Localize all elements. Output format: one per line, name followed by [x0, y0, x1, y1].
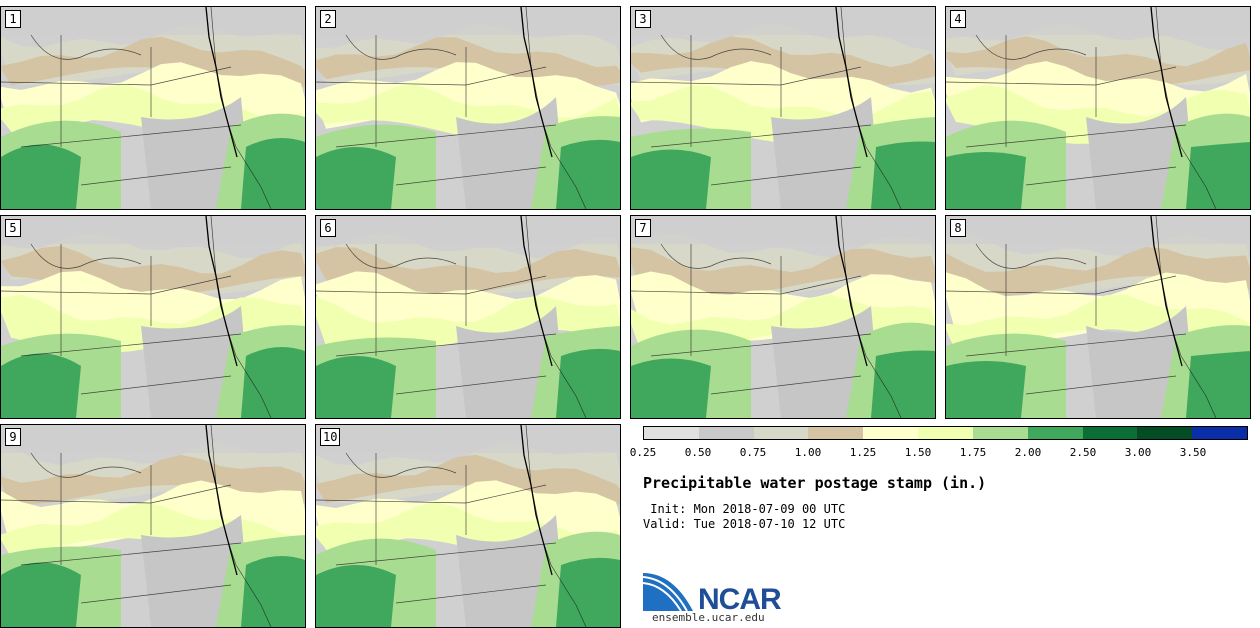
- color-bar-segment: [698, 427, 754, 439]
- color-bar-segment: [753, 427, 809, 439]
- color-bar-segment: [1027, 427, 1083, 439]
- init-time: Init: Mon 2018-07-09 00 UTC: [643, 502, 846, 516]
- logo-name: NCAR: [698, 583, 782, 616]
- precip-water-map: [1, 216, 305, 418]
- color-bar-tick-label: 1.50: [904, 446, 932, 459]
- stamp-number-label: 4: [950, 10, 966, 28]
- color-bar-tick-label: 3.50: [1179, 446, 1207, 459]
- precip-water-map: [631, 216, 935, 418]
- postage-stamp-map: 6: [315, 215, 621, 419]
- color-bar-tick-label: 1.75: [959, 446, 987, 459]
- color-bar-segment: [972, 427, 1028, 439]
- postage-stamp-map: 10: [315, 424, 621, 628]
- stamp-number-label: 10: [320, 428, 341, 446]
- precip-water-map: [1, 7, 305, 209]
- postage-stamp-map: 5: [0, 215, 306, 419]
- precip-water-map: [316, 216, 620, 418]
- postage-stamp-map: 9: [0, 424, 306, 628]
- color-bar-tick-label: 2.00: [1014, 446, 1042, 459]
- ncar-logo-icon: [643, 573, 693, 611]
- postage-stamp-map: 3: [630, 6, 936, 210]
- postage-stamp-map: 8: [945, 215, 1251, 419]
- color-bar-segment: [808, 427, 864, 439]
- logo-url: ensemble.ucar.edu: [652, 611, 765, 624]
- stamp-number-label: 7: [635, 219, 651, 237]
- stamp-number-label: 2: [320, 10, 336, 28]
- precip-water-map: [316, 7, 620, 209]
- stamp-number-label: 8: [950, 219, 966, 237]
- color-bar-tick-label: 0.50: [684, 446, 712, 459]
- valid-time: Valid: Tue 2018-07-10 12 UTC: [643, 517, 846, 531]
- color-bar: [643, 426, 1248, 440]
- color-bar-tick-label: 0.75: [739, 446, 767, 459]
- precip-water-map: [316, 425, 620, 627]
- color-bar-segment: [1192, 427, 1247, 439]
- postage-stamp-map: 4: [945, 6, 1251, 210]
- color-bar-segment: [644, 427, 699, 439]
- stamp-number-label: 5: [5, 219, 21, 237]
- precip-water-map: [946, 216, 1250, 418]
- figure-title: Precipitable water postage stamp (in.): [643, 474, 987, 492]
- postage-stamp-map: 2: [315, 6, 621, 210]
- color-bar-tick-label: 2.50: [1069, 446, 1097, 459]
- stamp-number-label: 6: [320, 219, 336, 237]
- color-bar-segment: [1082, 427, 1138, 439]
- precip-water-map: [631, 7, 935, 209]
- stamp-number-label: 3: [635, 10, 651, 28]
- precip-water-map: [1, 425, 305, 627]
- postage-stamp-map: 7: [630, 215, 936, 419]
- color-bar-tick-label: 3.00: [1124, 446, 1152, 459]
- stamp-number-label: 1: [5, 10, 21, 28]
- postage-stamp-map: 1: [0, 6, 306, 210]
- color-bar-segment: [1137, 427, 1193, 439]
- color-bar-segment: [863, 427, 919, 439]
- color-bar-tick-label: 0.25: [629, 446, 657, 459]
- color-bar-segment: [918, 427, 973, 439]
- color-bar-tick-label: 1.00: [794, 446, 822, 459]
- stamp-number-label: 9: [5, 428, 21, 446]
- color-bar-tick-label: 1.25: [849, 446, 877, 459]
- precip-water-map: [946, 7, 1250, 209]
